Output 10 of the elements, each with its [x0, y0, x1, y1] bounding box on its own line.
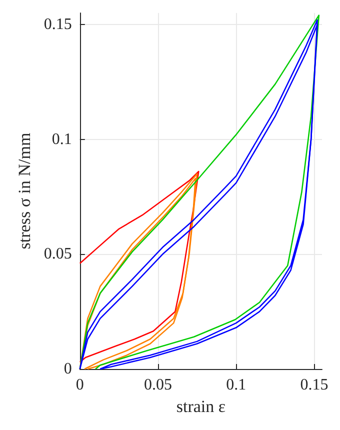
- y-axis-title: stress σ in N/mm: [15, 132, 34, 250]
- y-tick-label: 0.1: [52, 130, 72, 148]
- x-tick-label: 0.1: [226, 376, 246, 394]
- y-tick-label: 0.05: [44, 246, 72, 263]
- y-tick-label: 0: [64, 360, 72, 378]
- x-axis-title: strain ε: [176, 396, 226, 416]
- x-tick-label: 0.05: [144, 376, 172, 394]
- x-tick-label: 0.15: [300, 376, 328, 394]
- y-tick-label: 0.15: [44, 16, 72, 33]
- x-tick-label: 0: [76, 376, 84, 394]
